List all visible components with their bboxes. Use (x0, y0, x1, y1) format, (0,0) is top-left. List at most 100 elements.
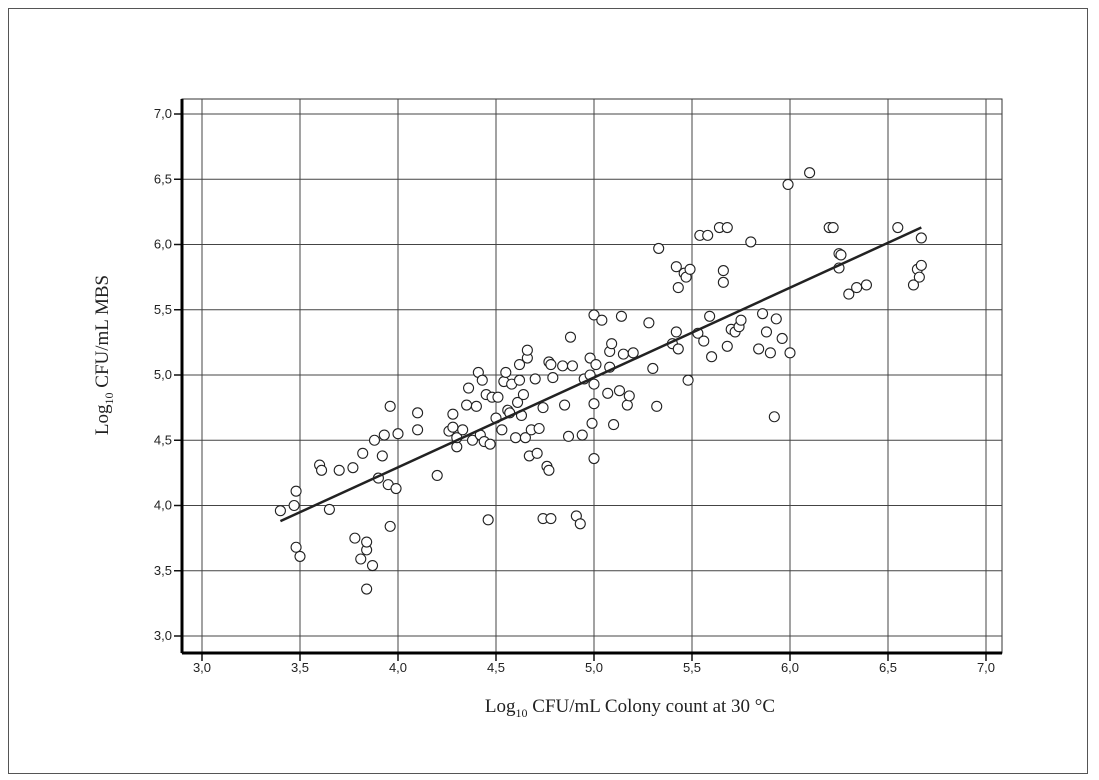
data-point (531, 447, 543, 459)
data-point (512, 396, 524, 408)
data-point (574, 518, 586, 530)
y-axis-title: Log10 CFU/mL MBS (92, 275, 116, 435)
data-point (476, 374, 488, 386)
data-point (768, 411, 780, 423)
data-point (670, 326, 682, 338)
data-point (290, 541, 302, 553)
y-tick-label: 4,0 (154, 498, 172, 513)
y-tick-label: 5,5 (154, 302, 172, 317)
y-tick-label: 7,0 (154, 106, 172, 121)
data-point (698, 335, 710, 347)
data-point (431, 469, 443, 482)
data-point (588, 398, 600, 410)
data-point (517, 389, 529, 401)
data-point (333, 464, 345, 476)
data-point (617, 348, 629, 360)
data-point (651, 400, 663, 412)
x-axis-title: Log10 CFU/mL Colony count at 30 °C (485, 696, 775, 720)
data-point (721, 340, 733, 352)
data-point (717, 276, 729, 288)
tick-labels: 3,0 3,5 4,0 4,5 5,0 5,5 6,0 6,5 7,0 3,0 3,5 4,0 4,5 5… (154, 106, 995, 675)
data-point (559, 399, 571, 411)
data-point (835, 249, 847, 261)
data-point (627, 347, 639, 359)
data-point (361, 536, 373, 548)
data-point (753, 343, 765, 355)
data-point (613, 385, 626, 397)
data-point (590, 359, 602, 371)
data-point (606, 338, 618, 350)
data-point (588, 309, 600, 321)
data-point (457, 424, 469, 436)
y-tick-label: 6,5 (154, 171, 172, 186)
data-point (643, 317, 655, 329)
x-tick-label: 5,5 (683, 660, 701, 675)
data-point (596, 314, 608, 326)
data-point (513, 359, 526, 371)
data-point (545, 512, 557, 525)
x-tick-label: 5,0 (585, 660, 603, 675)
data-point (323, 503, 335, 515)
data-point (357, 447, 369, 459)
data-point (704, 310, 716, 322)
data-point (492, 391, 504, 403)
x-tick-label: 4,0 (389, 660, 407, 675)
data-point (378, 429, 390, 441)
data-point (519, 432, 531, 444)
data-point (782, 178, 794, 191)
data-point (274, 505, 286, 517)
data-point (851, 282, 863, 294)
x-tick-label: 4,5 (487, 660, 505, 675)
data-point (721, 221, 733, 234)
data-point (500, 366, 512, 378)
data-point (776, 332, 788, 345)
data-point (557, 360, 569, 372)
data-point (376, 450, 388, 462)
data-point (537, 402, 549, 414)
data-point (827, 221, 839, 234)
x-tick-label: 6,0 (781, 660, 799, 675)
data-points (274, 167, 927, 595)
data-point (392, 428, 404, 440)
axes (174, 99, 1002, 661)
data-point (915, 259, 927, 271)
data-point (545, 359, 557, 371)
x-tick-label: 6,5 (879, 660, 897, 675)
data-point (484, 438, 496, 450)
data-point (412, 407, 424, 419)
x-tick-label: 3,5 (291, 660, 309, 675)
data-point (355, 553, 367, 565)
data-point (533, 422, 545, 435)
data-point (784, 347, 796, 359)
data-point (384, 520, 396, 532)
data-point (860, 279, 872, 291)
data-point (412, 424, 424, 436)
x-tick-label: 3,0 (193, 660, 211, 675)
data-point (361, 583, 373, 595)
data-point (384, 400, 396, 412)
data-point (672, 282, 684, 294)
data-point (907, 279, 920, 291)
data-point (735, 314, 747, 326)
figure-frame (8, 8, 1088, 774)
data-point (513, 374, 526, 386)
data-point (653, 242, 665, 254)
data-point (615, 310, 627, 322)
data-point (316, 464, 328, 476)
data-point (682, 374, 694, 386)
data-point (588, 452, 600, 465)
data-point (706, 351, 718, 363)
data-point (915, 232, 927, 244)
y-tick-label: 3,5 (154, 563, 172, 578)
data-point (566, 360, 578, 372)
data-point (288, 499, 300, 512)
data-point (564, 331, 577, 343)
data-point (482, 514, 494, 526)
data-point (745, 236, 757, 248)
trend-line (279, 226, 922, 523)
y-tick-label: 6,0 (154, 237, 172, 252)
data-point (547, 372, 559, 384)
data-point (672, 343, 684, 355)
data-point (347, 462, 359, 474)
